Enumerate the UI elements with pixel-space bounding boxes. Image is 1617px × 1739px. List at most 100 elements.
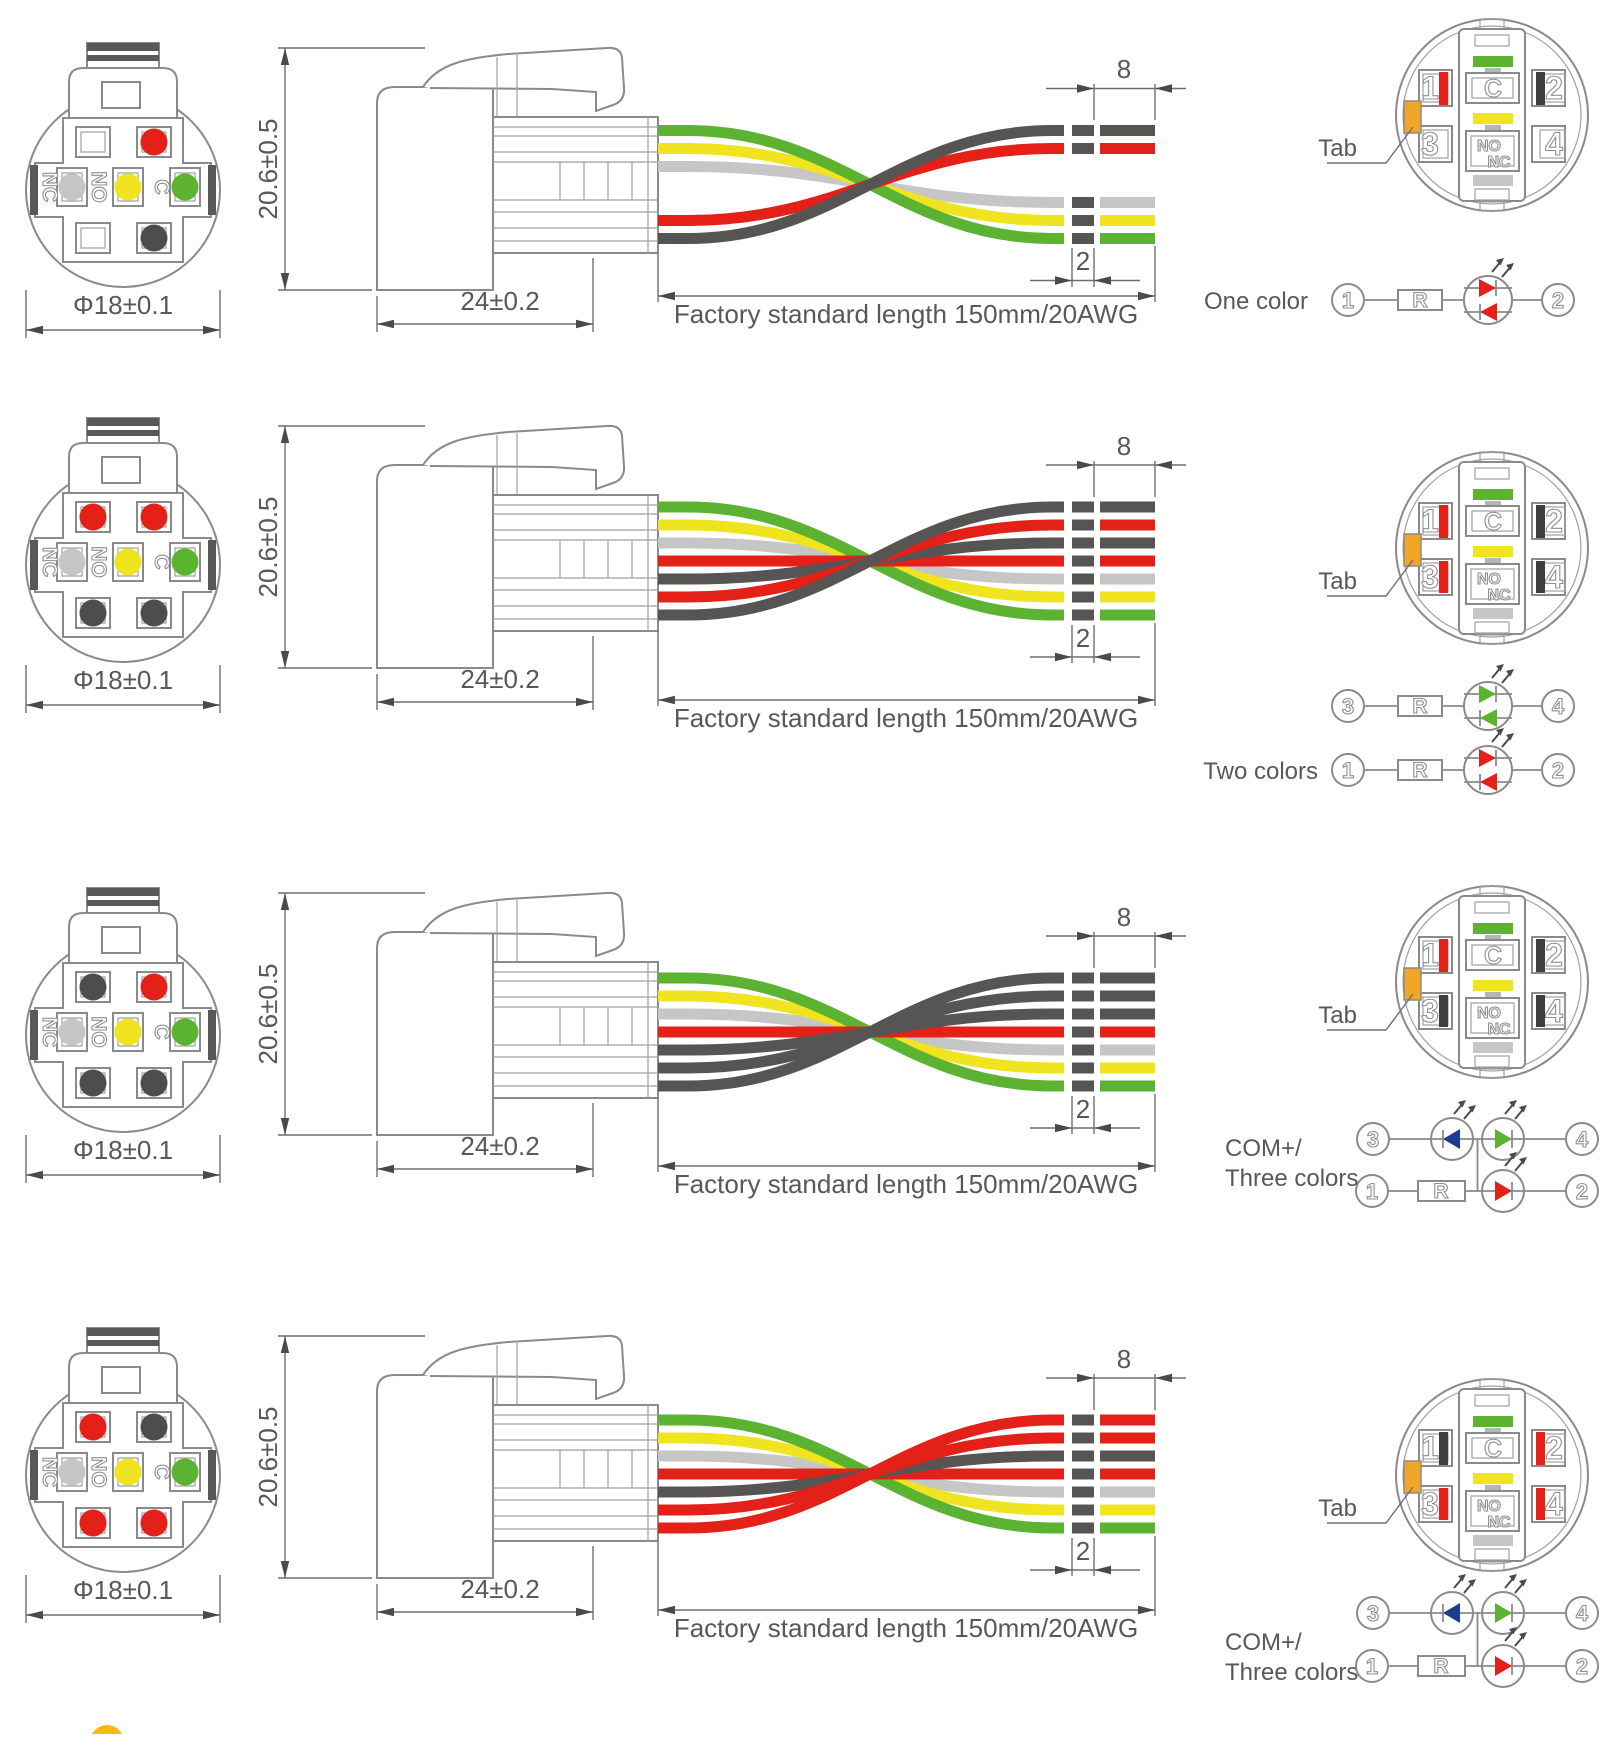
- led-blue-icon: [1430, 1573, 1477, 1635]
- led-circuit: 3 R 4 Two colors 1 R: [1203, 663, 1575, 795]
- back-view: [1317, 451, 1589, 645]
- led-green-icon: [1481, 1573, 1528, 1635]
- band-width-dim: 2: [1076, 246, 1090, 276]
- pin-no: [114, 548, 142, 576]
- led-circuit: COM+/ Three colors 3 4 1 R: [1225, 1573, 1599, 1688]
- bar-terminal-4: [1536, 995, 1545, 1027]
- bar-terminal-3: [1439, 1488, 1448, 1520]
- bar-terminal-1: [1439, 1432, 1448, 1465]
- resistor-label: R: [1433, 1180, 1448, 1203]
- node-label: 3: [1367, 1127, 1379, 1152]
- pin-nc: [58, 173, 86, 201]
- pin-top-left: [79, 503, 107, 531]
- wire-length-label: Factory standard length 150mm/20AWG: [674, 1613, 1138, 1643]
- node-circle: [1565, 1174, 1599, 1208]
- pin-top-right: [140, 128, 168, 156]
- wire-bundle: 8 2 Factory standard length 150mm/20AWG: [657, 902, 1186, 1199]
- bar-terminal-2: [1536, 72, 1545, 105]
- row-4: Φ18±0.1 20.6±0.5 24±0.2 8 2 Factory stan…: [26, 1328, 1599, 1688]
- circuit-label-line1: COM+/: [1225, 1135, 1302, 1162]
- bar-terminal-2: [1536, 505, 1545, 538]
- front-pins: [58, 503, 199, 627]
- bar-terminal-3: [1439, 995, 1448, 1027]
- pin-c: [171, 1458, 199, 1486]
- height-dim-label: 20.6±0.5: [253, 118, 283, 219]
- node-label: 4: [1552, 694, 1565, 719]
- front-pins: [58, 973, 199, 1097]
- pin-no: [114, 1458, 142, 1486]
- bar-terminal-1: [1439, 505, 1448, 538]
- node-label: 2: [1552, 758, 1564, 783]
- back-terminal-bars: [1439, 72, 1545, 105]
- bar-terminal-3: [1439, 561, 1448, 593]
- width-dim-label: 24±0.2: [460, 664, 539, 694]
- bicolor-led-icon: [1463, 663, 1515, 731]
- node-label: 4: [1576, 1127, 1589, 1152]
- pin-top-right: [140, 973, 168, 1001]
- bar-terminal-1: [1439, 939, 1448, 972]
- node-circle: [1565, 1122, 1599, 1156]
- resistor-label: R: [1412, 759, 1427, 782]
- pin-nc: [58, 1458, 86, 1486]
- bar-terminal-4: [1536, 561, 1545, 593]
- pin-no: [114, 173, 142, 201]
- row-1: Φ18±0.1 20.6±0.5 24±0.2 8 2 Factory stan…: [26, 18, 1589, 338]
- bicolor-led-icon: [1463, 257, 1515, 325]
- diameter-dim-label: Φ18±0.1: [73, 665, 173, 695]
- bar-terminal-1: [1439, 72, 1448, 105]
- pin-no: [114, 1018, 142, 1046]
- pin-bottom-right: [140, 224, 168, 252]
- resistor-label: R: [1433, 1655, 1448, 1678]
- pin-top-left: [79, 973, 107, 1001]
- band-width-dim: 2: [1076, 1094, 1090, 1124]
- bicolor-led-icon: [1463, 727, 1515, 795]
- led-green-icon: [1481, 1099, 1528, 1161]
- wire-bundle: 8 2 Factory standard length 150mm/20AWG: [657, 1344, 1186, 1643]
- led-blue-icon: [1430, 1099, 1477, 1161]
- node-label: 2: [1552, 288, 1564, 313]
- width-dim-label: 24±0.2: [460, 286, 539, 316]
- node-circle: [1565, 1649, 1599, 1683]
- back-view: [1317, 885, 1589, 1079]
- band-width-dim: 2: [1076, 1536, 1090, 1566]
- node-label: 3: [1342, 694, 1354, 719]
- pin-bottom-right: [140, 1069, 168, 1097]
- wire-bundle: 8 2 Factory standard length 150mm/20AWG: [657, 54, 1186, 329]
- diameter-dim-label: Φ18±0.1: [73, 1135, 173, 1165]
- diameter-dim-label: Φ18±0.1: [73, 290, 173, 320]
- circuit-label: Two colors: [1203, 758, 1318, 785]
- strip-length-dim: 8: [1117, 902, 1131, 932]
- back-view: [1317, 1378, 1589, 1572]
- wire-black: [658, 125, 1155, 244]
- row-2: Φ18±0.1 20.6±0.5 24±0.2 8 2 Factory stan…: [26, 418, 1589, 795]
- strip-length-dim: 8: [1117, 1344, 1131, 1374]
- node-label: 1: [1342, 758, 1354, 783]
- width-dim-label: 24±0.2: [460, 1131, 539, 1161]
- wire-red: [658, 1414, 1155, 1534]
- wire-black: [658, 501, 1155, 621]
- node-label: 1: [1342, 288, 1354, 313]
- node-label: 1: [1366, 1654, 1378, 1679]
- wire-length-label: Factory standard length 150mm/20AWG: [674, 299, 1138, 329]
- back-terminal-bars: [1439, 505, 1545, 593]
- resistor-label: R: [1412, 289, 1427, 312]
- bar-terminal-2: [1536, 1432, 1545, 1465]
- wire-bundle: 8 2 Factory standard length 150mm/20AWG: [657, 431, 1186, 733]
- pin-bottom-right: [140, 1509, 168, 1537]
- front-pins: [58, 128, 199, 252]
- band-width-dim: 2: [1076, 623, 1090, 653]
- pin-top-right: [140, 503, 168, 531]
- pin-c: [171, 1018, 199, 1046]
- bar-terminal-4: [1536, 1488, 1545, 1520]
- height-dim-label: 20.6±0.5: [253, 496, 283, 597]
- wire-length-label: Factory standard length 150mm/20AWG: [674, 1169, 1138, 1199]
- wire-length-label: Factory standard length 150mm/20AWG: [674, 703, 1138, 733]
- circuit-label-line2: Three colors: [1225, 1659, 1358, 1686]
- pin-nc: [58, 1018, 86, 1046]
- pin-c: [171, 548, 199, 576]
- node-label: 2: [1576, 1179, 1588, 1204]
- node-circle: [1541, 689, 1575, 723]
- led-circuit: COM+/ Three colors 3 4 1 R: [1225, 1099, 1599, 1213]
- back-terminal-bars: [1439, 1432, 1545, 1520]
- strip-length-dim: 8: [1117, 431, 1131, 461]
